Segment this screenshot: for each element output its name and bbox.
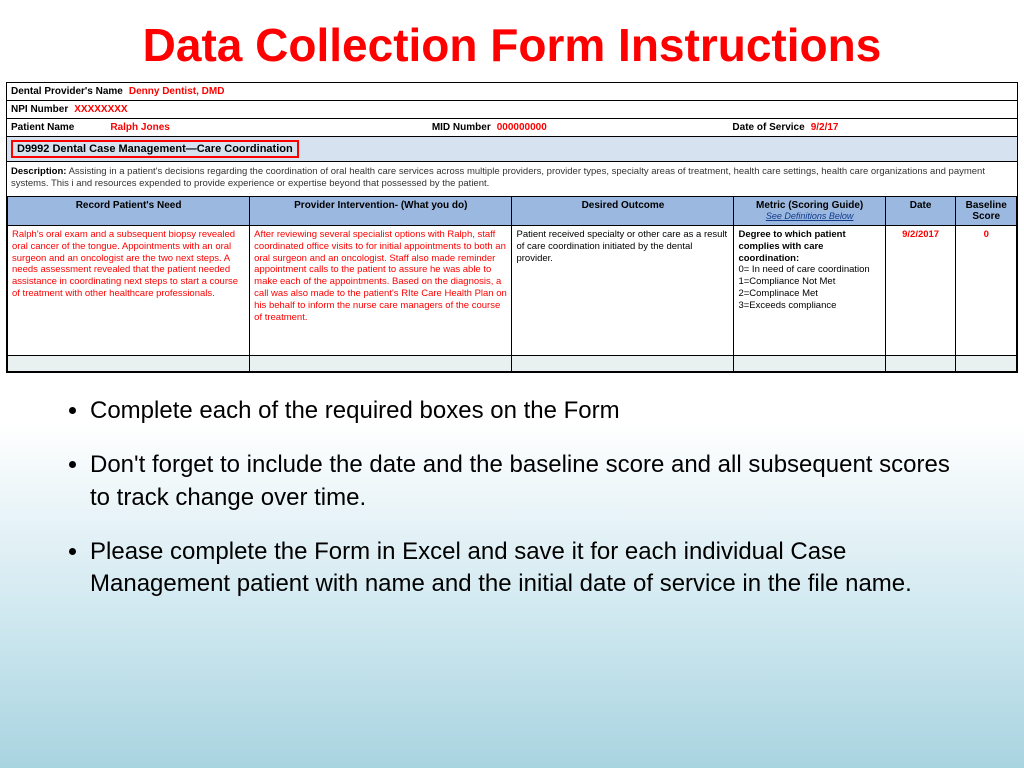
patient-value: Ralph Jones — [110, 122, 169, 133]
npi-row: NPI Number XXXXXXXX — [7, 101, 1017, 119]
metric-header-sub: See Definitions Below — [736, 211, 882, 221]
provider-row: Dental Provider's Name Denny Dentist, DM… — [7, 83, 1017, 101]
cell-intervention: After reviewing several specialist optio… — [250, 225, 512, 355]
cell-outcome: Patient received specialty or other care… — [512, 225, 734, 355]
metric-header-text: Metric (Scoring Guide) — [756, 200, 863, 211]
empty-row — [8, 355, 1017, 371]
cell-date: 9/2/2017 — [885, 225, 956, 355]
form-screenshot: Dental Provider's Name Denny Dentist, DM… — [6, 82, 1018, 373]
data-row: Ralph's oral exam and a subsequent biops… — [8, 225, 1017, 355]
col-score-header: Baseline Score — [956, 196, 1017, 225]
metric-title: Degree to which patient complies with ca… — [738, 229, 845, 264]
mid-label: MID Number — [432, 122, 491, 133]
provider-value: Denny Dentist, DMD — [129, 86, 225, 97]
metric-line-3: 3=Exceeds compliance — [738, 300, 836, 311]
cell-score: 0 — [956, 225, 1017, 355]
mid-value: 000000000 — [497, 122, 547, 133]
col-date-header: Date — [885, 196, 956, 225]
col-intervention-header: Provider Intervention- (What you do) — [250, 196, 512, 225]
metric-line-0: 0= In need of care coordination — [738, 264, 869, 275]
instruction-bullets: Complete each of the required boxes on t… — [90, 395, 964, 601]
col-metric-header: Metric (Scoring Guide) See Definitions B… — [734, 196, 885, 225]
description-label: Description: — [11, 166, 66, 177]
description-row: Description: Assisting in a patient's de… — [7, 162, 1017, 196]
metric-line-1: 1=Compliance Not Met — [738, 276, 835, 287]
bullet-3: Please complete the Form in Excel and sa… — [90, 536, 964, 601]
patient-label: Patient Name — [11, 122, 74, 133]
metric-line-2: 2=Complinace Met — [738, 288, 817, 299]
description-text: Assisting in a patient's decisions regar… — [11, 166, 985, 189]
npi-label: NPI Number — [11, 104, 68, 115]
cell-need: Ralph's oral exam and a subsequent biops… — [8, 225, 250, 355]
dos-value: 9/2/17 — [811, 122, 839, 133]
npi-value: XXXXXXXX — [74, 104, 127, 115]
data-grid: Record Patient's Need Provider Intervent… — [7, 196, 1017, 372]
cell-metric: Degree to which patient complies with ca… — [734, 225, 885, 355]
header-row: Record Patient's Need Provider Intervent… — [8, 196, 1017, 225]
col-outcome-header: Desired Outcome — [512, 196, 734, 225]
dos-label: Date of Service — [732, 122, 804, 133]
bullet-1: Complete each of the required boxes on t… — [90, 395, 964, 427]
section-code: D9992 Dental Case Management—Care Coordi… — [11, 140, 299, 158]
bullet-2: Don't forget to include the date and the… — [90, 449, 964, 514]
col-need-header: Record Patient's Need — [8, 196, 250, 225]
provider-label: Dental Provider's Name — [11, 86, 123, 97]
patient-info-row: Patient Name Ralph Jones MID Number 0000… — [7, 119, 1017, 137]
section-bar: D9992 Dental Case Management—Care Coordi… — [7, 137, 1017, 162]
slide-title: Data Collection Form Instructions — [0, 0, 1024, 82]
